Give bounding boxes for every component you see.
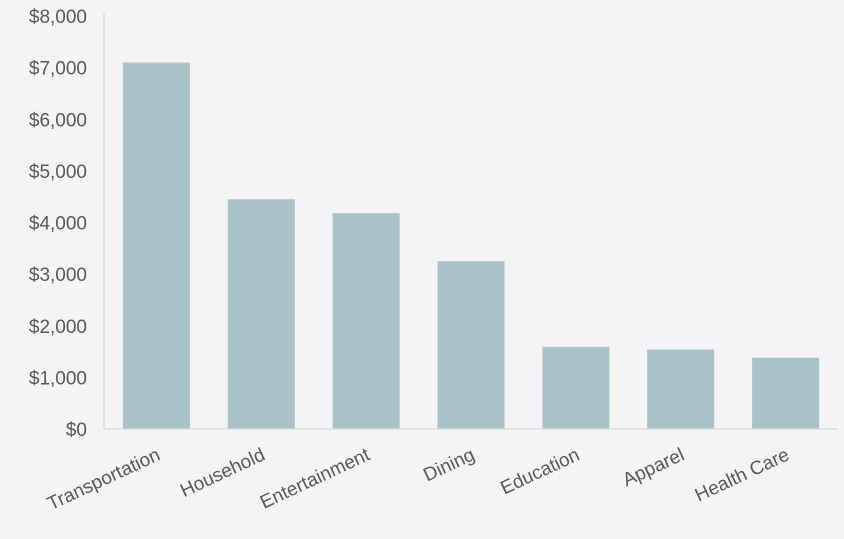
bar-household	[227, 199, 295, 429]
bar-apparel	[647, 349, 715, 429]
y-tick-label: $8,000	[29, 7, 87, 28]
bar-transportation	[122, 62, 190, 429]
y-tick-label: $2,000	[29, 317, 87, 338]
y-tick-label: $5,000	[29, 162, 87, 183]
x-tick-label: Household	[177, 444, 268, 501]
x-tick-label: Entertainment	[257, 444, 374, 513]
x-tick-label: Apparel	[620, 444, 688, 491]
y-tick-label: $0	[66, 420, 87, 441]
x-tick-label: Dining	[420, 444, 478, 486]
x-tick-label: Transportation	[44, 444, 163, 515]
y-tick-label: $7,000	[29, 59, 87, 80]
y-tick-label: $1,000	[29, 368, 87, 389]
x-tick-label: Education	[497, 444, 582, 499]
y-tick-label: $3,000	[29, 265, 87, 286]
y-tick-label: $6,000	[29, 110, 87, 131]
bars	[122, 62, 820, 429]
bar-dining	[437, 261, 505, 429]
bar-entertainment	[332, 213, 400, 429]
y-tick-label: $4,000	[29, 214, 87, 235]
bar-health-care	[752, 357, 820, 429]
y-axis: $0 $1,000 $2,000 $3,000 $4,000 $5,000 $6,000 $7…	[29, 7, 105, 441]
x-tick-label: Health Care	[692, 444, 793, 506]
bar-education	[542, 346, 610, 429]
